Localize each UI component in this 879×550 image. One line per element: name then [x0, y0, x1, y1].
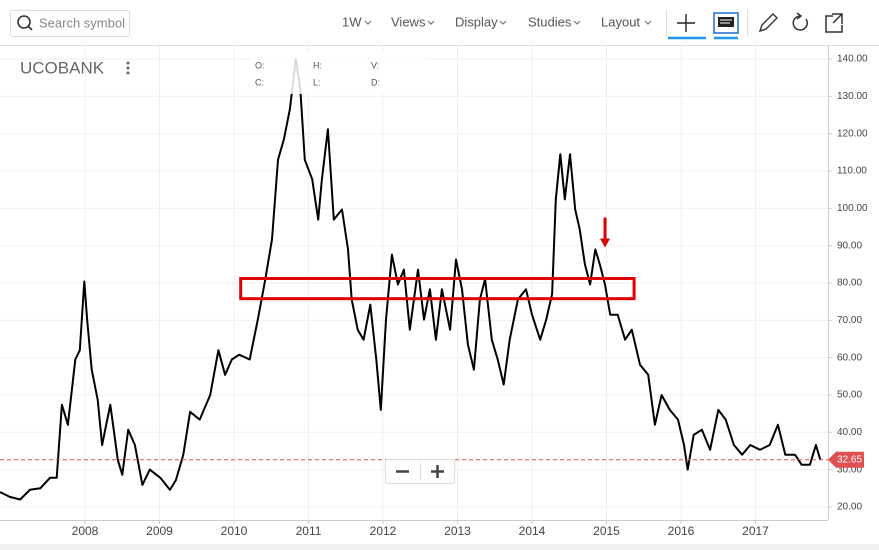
- symbol-menu[interactable]: [126, 61, 130, 75]
- search-placeholder: Search symbol: [39, 15, 125, 30]
- interval-button[interactable]: 1W: [342, 14, 362, 29]
- y-tick-label: 60.00: [837, 352, 862, 363]
- refresh-icon: [796, 12, 803, 20]
- y-tick-label: 70.00: [837, 315, 862, 326]
- x-tick-label: 2013: [444, 524, 471, 538]
- y-tick-label: 140.00: [837, 54, 868, 65]
- x-tick-label: 2010: [221, 524, 248, 538]
- ohlc-field: H:: [313, 60, 322, 70]
- y-tick-label: 20.00: [837, 502, 862, 513]
- x-tick-label: 2014: [519, 524, 546, 538]
- search-icon: [17, 15, 31, 29]
- comment-button[interactable]: [713, 12, 739, 40]
- y-tick-label: 110.00: [837, 166, 867, 177]
- search-icon: [27, 25, 33, 31]
- ohlc-field: V:: [371, 60, 379, 70]
- crosshair-button[interactable]: [668, 14, 706, 40]
- last-price-label: 32.65: [837, 454, 862, 465]
- x-tick-label: 2011: [296, 524, 322, 538]
- arrow-head: [600, 238, 611, 248]
- x-tick-label: 2009: [146, 524, 173, 538]
- zoom-in-button[interactable]: [431, 465, 444, 478]
- last-price-tag: [828, 451, 864, 468]
- search-box[interactable]: [10, 10, 130, 37]
- symbol-label: UCOBANK: [20, 58, 105, 77]
- support-zone: [239, 277, 636, 301]
- y-tick-label: 30.00: [837, 464, 862, 475]
- y-tick-label: 50.00: [837, 390, 862, 401]
- menu-button[interactable]: Layout: [601, 14, 640, 29]
- toolbar: Search symbol 1W Views Display Studies L…: [0, 10, 879, 46]
- y-tick-label: 90.00: [837, 240, 862, 251]
- y-tick-label: 80.00: [837, 278, 862, 289]
- menu-button[interactable]: Display: [455, 14, 498, 29]
- x-tick-label: 2015: [593, 524, 620, 538]
- x-tick-label: 2012: [370, 524, 397, 538]
- x-tick-label: 2016: [668, 524, 695, 538]
- y-tick-label: 40.00: [837, 427, 862, 438]
- ohlc-legend-bg: [250, 52, 425, 94]
- ohlc-field: L:: [313, 77, 321, 87]
- y-tick-label: 120.00: [837, 128, 868, 139]
- menu-button[interactable]: Views: [391, 14, 426, 29]
- y-tick-label: 100.00: [837, 203, 868, 214]
- ohlc-field: D:: [371, 77, 380, 87]
- zoom-controls: [385, 459, 455, 484]
- refresh-button[interactable]: [792, 15, 808, 31]
- draw-button[interactable]: [758, 13, 778, 33]
- x-tick-label: 2017: [742, 524, 769, 538]
- x-tick-label: 2008: [72, 524, 99, 538]
- dropdown-arrows: [364, 20, 652, 25]
- popout-button[interactable]: [825, 13, 843, 33]
- y-tick-label: 130.00: [837, 91, 868, 102]
- bottom-strip: [0, 544, 879, 550]
- plot-area: [0, 46, 828, 520]
- ohlc-field: O:: [255, 60, 265, 70]
- ohlc-field: C:: [255, 77, 264, 87]
- menu-button[interactable]: Studies: [528, 14, 572, 29]
